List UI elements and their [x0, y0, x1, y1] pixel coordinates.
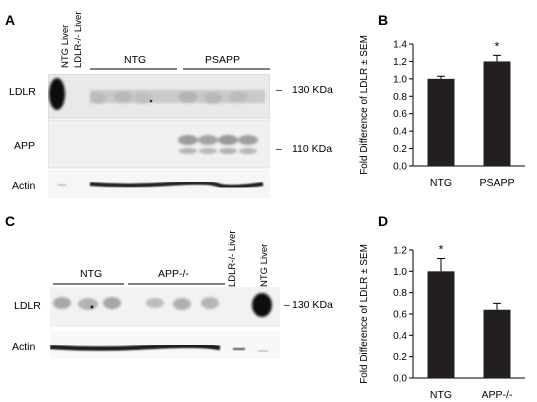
y-tick-label: 0.0	[393, 162, 407, 173]
lane-header-ntg-liver: NTG Liver	[60, 24, 71, 68]
lane-header-ntg-liver-c: NTG Liver	[259, 243, 270, 287]
y-tick-label: 0.2	[393, 144, 407, 155]
y-tick-label: 0.6	[393, 310, 407, 321]
y-tick-label: 0.4	[393, 331, 407, 342]
row-label-app-a: APP	[14, 140, 36, 152]
bar-chart-d: 0.0 0.2 0.4 0.6 0.8 1.0 1.2 Fold Difference of …	[359, 243, 525, 400]
group-underlines	[90, 68, 270, 70]
group-label-psapp: PSAPP	[205, 54, 241, 66]
row-label-actin-a: Actin	[12, 180, 36, 192]
y-tick-label: 0.0	[393, 374, 407, 385]
y-tick-label: 1.2	[393, 246, 407, 257]
y-tick-label: 0.8	[393, 92, 407, 103]
y-tick-label: 1.2	[393, 57, 407, 68]
bar	[483, 309, 511, 378]
western-blot-a	[48, 74, 270, 198]
y-tick-label: 0.4	[393, 127, 407, 138]
group-underlines-c	[53, 283, 225, 285]
mw-marker-130-c: 130 KDa	[292, 299, 333, 311]
y-tick-label: 1.4	[393, 40, 407, 51]
western-blot-c	[50, 287, 280, 359]
y-tick-label: 1.0	[393, 74, 407, 85]
significance-marker: *	[495, 39, 500, 53]
x-tick-label: PSAPP	[479, 177, 514, 189]
row-label-ldlr-a: LDLR	[9, 86, 36, 98]
group-label-ntg: NTG	[124, 54, 147, 66]
y-axis-label: Fold Difference of LDLR ± SEM	[359, 35, 370, 175]
mw-marker-130-c-dash: –	[284, 299, 290, 311]
group-label-ntg-c: NTG	[80, 268, 103, 280]
y-tick-label: 0.2	[393, 352, 407, 363]
y-tick-label: 0.8	[393, 288, 407, 299]
x-tick-label: NTG	[430, 177, 452, 189]
row-label-ldlr-c: LDLR	[14, 300, 41, 312]
panel-d-letter: D	[378, 213, 389, 229]
mw-marker-130-a-dash: –	[276, 84, 282, 96]
bar	[427, 78, 455, 166]
x-tick-label: NTG	[430, 389, 452, 400]
mw-marker-130-a: 130 KDa	[292, 84, 333, 96]
mw-marker-110-a: 110 KDa	[292, 143, 333, 155]
y-tick-label: 1.0	[393, 267, 407, 278]
bar-chart-b: 0.0 0.2 0.4 0.6 0.8 1.0 1.2 1.4 Fold Difference …	[359, 35, 525, 189]
mw-marker-110-a-dash: –	[276, 143, 282, 155]
panel-a-letter: A	[5, 12, 16, 28]
panel-c-letter: C	[5, 213, 16, 229]
x-tick-label: APP-/-	[482, 389, 513, 400]
group-label-app-ko-c: APP-/-	[158, 268, 189, 280]
lane-header-ldlr-ko-liver-c: LDLR-/- Liver	[227, 230, 238, 288]
lane-header-ldlr-ko-liver: LDLR-/- Liver	[73, 11, 84, 69]
y-axis-label: Fold Difference of LDLR ± SEM	[359, 244, 370, 384]
y-tick-label: 0.6	[393, 109, 407, 120]
row-label-actin-c: Actin	[12, 341, 36, 353]
bar	[427, 271, 455, 378]
bar	[483, 61, 511, 166]
panel-b-letter: B	[378, 12, 389, 28]
significance-marker: *	[439, 243, 444, 257]
